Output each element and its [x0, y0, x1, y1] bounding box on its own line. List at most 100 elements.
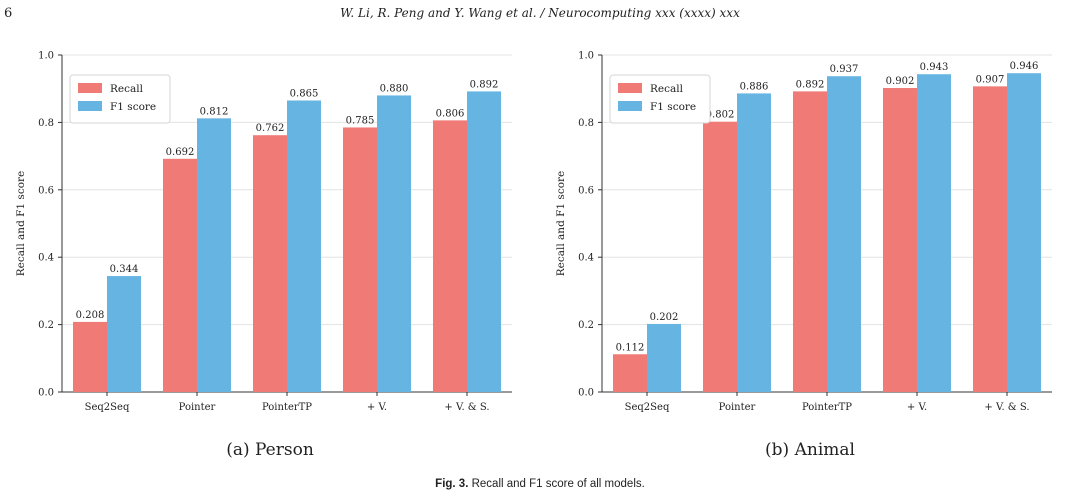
bar-recall — [973, 86, 1007, 392]
x-tick-label: PointerTP — [262, 402, 312, 413]
bar-f1 — [467, 91, 501, 392]
y-tick-label: 0.6 — [38, 185, 54, 196]
legend-swatch-f1 — [78, 101, 102, 111]
y-tick-label: 0.4 — [578, 253, 594, 264]
data-label: 0.812 — [200, 106, 229, 117]
x-tick: Seq2Seq — [85, 392, 130, 413]
x-tick: PointerTP — [262, 392, 312, 413]
y-tick-label: 0.2 — [38, 320, 54, 331]
data-label: 0.865 — [290, 88, 319, 99]
data-label: 0.692 — [166, 147, 195, 158]
y-tick: 0.4 — [38, 253, 62, 264]
bar-f1 — [1007, 73, 1041, 392]
running-header: W. Li, R. Peng and Y. Wang et al. / Neur… — [340, 6, 740, 20]
bar-f1 — [287, 100, 321, 392]
y-tick-label: 1.0 — [578, 51, 594, 62]
bar-recall — [433, 120, 467, 393]
subcaption-person: (a) Person — [226, 440, 314, 460]
x-tick-label: + V. & S. — [984, 402, 1029, 413]
bar-f1 — [827, 76, 861, 392]
figure-label: Fig. 3. — [435, 478, 469, 490]
y-tick: 0.2 — [578, 320, 602, 331]
y-tick-label: 0.0 — [578, 388, 594, 399]
data-label: 0.886 — [740, 81, 769, 92]
page-number: 6 — [4, 6, 13, 21]
x-tick-label: + V. — [367, 402, 387, 413]
bar-recall — [343, 127, 377, 392]
data-label: 0.880 — [380, 83, 409, 94]
data-label: 0.937 — [830, 64, 859, 75]
y-tick-label: 0.4 — [38, 253, 54, 264]
x-tick: + V. — [367, 392, 387, 413]
x-tick: Pointer — [719, 392, 756, 413]
figure-caption-text: Recall and F1 score of all models. — [471, 478, 645, 490]
bar-f1 — [917, 74, 951, 393]
y-tick: 0.8 — [578, 118, 602, 129]
y-tick: 0.4 — [578, 253, 602, 264]
data-label: 0.902 — [886, 76, 915, 87]
y-tick: 1.0 — [578, 51, 602, 62]
data-label: 0.785 — [346, 115, 375, 126]
y-tick-label: 0.2 — [578, 320, 594, 331]
bar-recall — [73, 321, 107, 392]
x-tick-label: + V. & S. — [444, 402, 489, 413]
subcaption-animal: (b) Animal — [765, 440, 855, 460]
x-tick-label: + V. — [907, 402, 927, 413]
data-label: 0.892 — [470, 79, 499, 90]
data-label: 0.806 — [436, 108, 465, 119]
x-tick: + V. — [907, 392, 927, 413]
bar-f1 — [647, 323, 681, 392]
legend-swatch-recall — [618, 83, 642, 93]
y-tick-label: 0.6 — [578, 185, 594, 196]
legend-label: Recall — [110, 83, 144, 95]
y-axis-label: Recall and F1 score — [15, 171, 27, 277]
bar-f1 — [737, 93, 771, 392]
x-tick: + V. & S. — [444, 392, 490, 413]
y-tick: 0.2 — [38, 320, 62, 331]
bar-recall — [883, 88, 917, 392]
y-tick-label: 0.8 — [38, 118, 54, 129]
legend-label: F1 score — [110, 101, 156, 113]
x-tick-label: Seq2Seq — [625, 402, 670, 413]
legend-swatch-f1 — [618, 101, 642, 111]
data-label: 0.762 — [256, 123, 285, 134]
bar-f1 — [197, 118, 231, 392]
bar-f1 — [107, 276, 141, 392]
y-tick: 0.6 — [38, 185, 62, 196]
x-tick-label: Seq2Seq — [85, 402, 130, 413]
data-label: 0.943 — [920, 62, 949, 73]
y-tick: 0.6 — [578, 185, 602, 196]
bar-recall — [703, 121, 737, 392]
legend-label: Recall — [650, 83, 684, 95]
data-label: 0.112 — [616, 342, 645, 353]
legend-label: F1 score — [650, 101, 696, 113]
y-tick: 0.0 — [38, 388, 62, 399]
y-tick: 0.0 — [578, 388, 602, 399]
data-label: 0.946 — [1010, 61, 1039, 72]
bar-recall — [793, 91, 827, 392]
y-tick-label: 0.0 — [38, 388, 54, 399]
data-label: 0.907 — [976, 74, 1005, 85]
y-tick: 0.8 — [38, 118, 62, 129]
legend-swatch-recall — [78, 83, 102, 93]
bar-recall — [163, 158, 197, 392]
data-label: 0.344 — [110, 264, 139, 275]
x-tick: Seq2Seq — [625, 392, 670, 413]
x-tick: PointerTP — [802, 392, 852, 413]
data-label: 0.208 — [76, 310, 105, 321]
bar-f1 — [377, 95, 411, 392]
bar-recall — [253, 135, 287, 392]
y-tick: 1.0 — [38, 51, 62, 62]
x-tick-label: Pointer — [719, 402, 756, 413]
chart-animal: 0.0 0.2 0.4 0.6 0.8 1.0 Recall and F1 score 0.1… — [555, 51, 1052, 413]
x-tick-label: PointerTP — [802, 402, 852, 413]
data-label: 0.892 — [796, 79, 825, 90]
bar-recall — [613, 354, 647, 392]
x-tick-label: Pointer — [179, 402, 216, 413]
y-axis-label: Recall and F1 score — [555, 171, 567, 277]
y-tick-label: 1.0 — [38, 51, 54, 62]
x-tick: Pointer — [179, 392, 216, 413]
x-tick: + V. & S. — [984, 392, 1030, 413]
data-label: 0.202 — [650, 312, 679, 323]
figure-caption: Fig. 3. Recall and F1 score of all model… — [0, 478, 1080, 490]
